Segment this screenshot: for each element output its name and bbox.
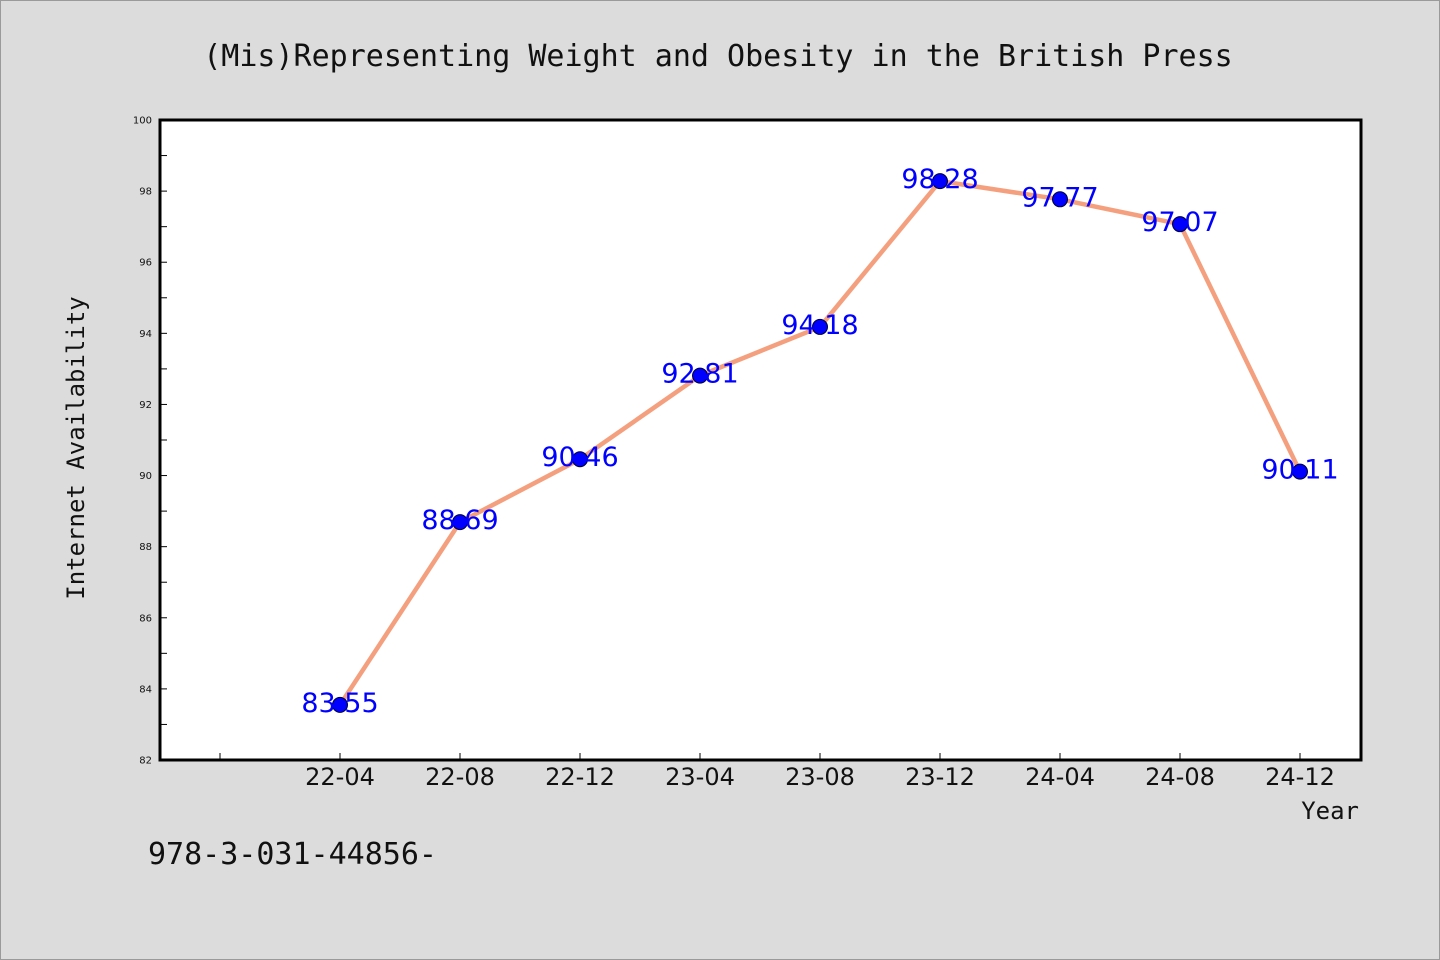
x-tick-label: 22-08: [425, 763, 495, 791]
y-tick-label: 90: [139, 471, 152, 482]
x-axis: 22-04 22-08 22-12 23-04 23-08 23-12 24-04 24-08…: [219, 753, 1335, 791]
data-label: 90.11: [1261, 455, 1338, 486]
y-tick-label: 86: [139, 613, 152, 624]
data-label: 97.07: [1141, 207, 1218, 238]
data-point: [1292, 463, 1308, 480]
data-series: [332, 173, 1308, 713]
y-tick-label: 84: [139, 684, 152, 695]
y-tick-label: 96: [139, 258, 152, 269]
x-tick-label: 23-08: [785, 763, 855, 791]
x-tick-label: 24-08: [1145, 763, 1215, 791]
data-point: [452, 514, 468, 531]
data-point: [1052, 191, 1068, 208]
x-tick-label: 22-04: [305, 763, 375, 791]
x-tick-label: 24-12: [1265, 763, 1335, 791]
x-axis-label: Year: [1301, 797, 1359, 825]
data-label: 98.28: [901, 164, 978, 195]
x-tick-label: 23-12: [905, 763, 975, 791]
chart-title: (Mis)Representing Weight and Obesity in …: [203, 39, 1233, 74]
data-label: 88.69: [421, 505, 498, 536]
y-axis-label: Internet Availability: [62, 296, 90, 599]
footnote-text: 978-3-031-44856-: [148, 837, 437, 872]
x-tick-label: 24-04: [1025, 763, 1095, 791]
x-tick-label: 22-12: [545, 763, 615, 791]
y-tick-label: 94: [139, 329, 152, 340]
data-label: 94.18: [781, 310, 858, 341]
data-point: [332, 696, 348, 713]
y-axis: 82 84 86 88 90 92 94 96 98 100: [133, 116, 167, 767]
data-point: [692, 367, 708, 384]
y-tick-label: 92: [139, 400, 152, 411]
data-point: [1172, 216, 1188, 233]
y-tick-label: 82: [139, 756, 152, 767]
data-point: [812, 318, 828, 335]
plot-area: [158, 118, 1363, 762]
data-label: 90.46: [541, 442, 618, 473]
data-point: [932, 173, 948, 190]
x-tick-label: 23-04: [665, 763, 735, 791]
data-label: 92.81: [661, 359, 738, 390]
y-tick-label: 88: [139, 542, 152, 553]
data-point: [572, 451, 588, 468]
y-tick-label: 100: [133, 116, 152, 127]
data-label: 83.55: [301, 688, 378, 719]
data-labels: 83.55 88.69 90.46 92.81 94.18 98.28 97.77 97.07…: [301, 164, 1338, 719]
y-tick-label: 98: [139, 187, 152, 198]
data-label: 97.77: [1021, 182, 1098, 213]
